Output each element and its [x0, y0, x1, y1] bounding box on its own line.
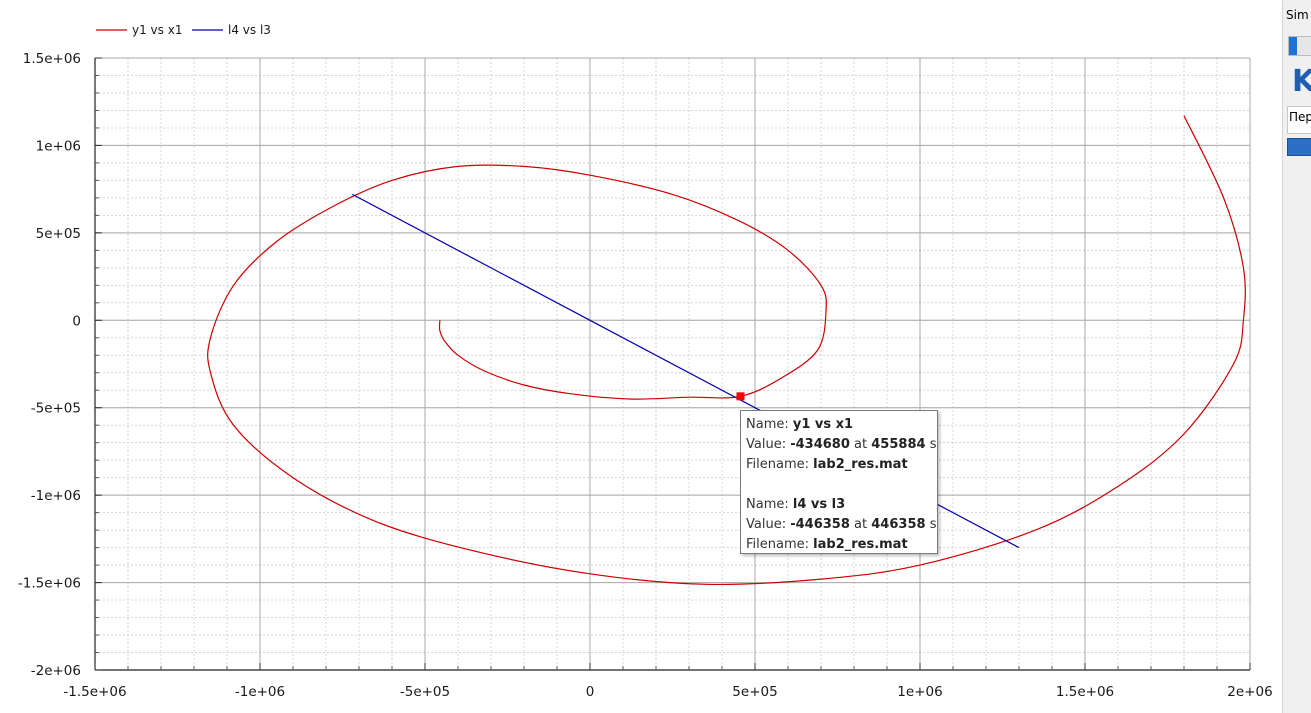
tooltip-at-label: at: [854, 437, 868, 452]
y-tick-label: -1e+06: [31, 488, 81, 504]
axis-frame: [94, 58, 1250, 671]
tooltip-filename-row: Filename: lab2_res.mat: [746, 455, 932, 475]
tooltip-name-label: Name:: [746, 417, 789, 432]
tooltip-time-value: 455884: [871, 437, 926, 452]
tooltip-name-row: Name: y1 vs x1: [746, 415, 932, 435]
y-axis-tick-labels: -2e+06 -1.5e+06 -1e+06 -5e+05 0 5e+05 1e+06 1.5…: [18, 51, 81, 679]
tooltip-name-value: y1 vs x1: [792, 417, 854, 432]
y-tick-label: 1e+06: [36, 138, 81, 154]
x-tick-label: 1e+06: [897, 684, 942, 700]
y-tick-label: -2e+06: [31, 663, 81, 679]
series-line-y1-vs-x1: [207, 115, 1246, 586]
tooltip-value: -434680: [790, 437, 850, 452]
variables-field-label: Пер: [1289, 110, 1311, 124]
tooltip-value-label: Value:: [746, 437, 787, 452]
y-tick-label: -5e+05: [31, 401, 81, 417]
y-tick-label: 5e+05: [36, 226, 81, 242]
tooltip-value-row: Value: -434680 at 455884 s: [746, 435, 936, 455]
tooltip-value-row: Value: -446358 at 446358 s: [746, 515, 936, 535]
tooltip-name-row: Name: l4 vs l3: [746, 495, 932, 515]
progress-fill: [1289, 37, 1297, 55]
x-axis-tick-labels: -1.5e+06 -1e+06 -5e+05 0 5e+05 1e+06 1.5e+06 2e…: [63, 684, 1272, 700]
app-logo-icon: K: [1292, 64, 1311, 99]
plot-window[interactable]: -1.5e+06 -1e+06 -5e+05 0 5e+05 1e+06 1.5e+06 2e…: [0, 0, 1283, 713]
simulation-tab[interactable]: Sim: [1286, 8, 1309, 22]
x-tick-label: -1e+06: [235, 684, 285, 700]
tree-item-selected[interactable]: [1287, 138, 1311, 156]
tooltip-filename-value: lab2_res.mat: [813, 457, 908, 472]
tooltip-value-label: Value:: [746, 517, 787, 532]
tooltip-time-value: 446358: [871, 517, 926, 532]
tooltip-name-value: l4 vs l3: [792, 497, 846, 512]
y-tick-label: 1.5e+06: [23, 51, 81, 67]
x-tick-label: 1.5e+06: [1056, 684, 1114, 700]
tooltip-unit: s: [929, 517, 937, 532]
x-tick-label: 0: [586, 684, 595, 700]
x-tick-label: -1.5e+06: [63, 684, 126, 700]
tooltip-value: -446358: [790, 517, 850, 532]
simulation-progress-bar: [1288, 36, 1311, 56]
tooltip-unit: s: [929, 437, 937, 452]
legend-label-l4-vs-l3: l4 vs l3: [228, 23, 271, 37]
data-point-marker: [736, 392, 745, 401]
tooltip-filename-row: Filename: lab2_res.mat: [746, 535, 932, 555]
variables-field[interactable]: [1287, 106, 1311, 134]
data-tooltip: Name: y1 vs x1 Value: -434680 at 455884 …: [740, 410, 938, 554]
series-layer: [207, 115, 1246, 586]
tooltip-at-label: at: [854, 517, 868, 532]
plot-canvas[interactable]: -1.5e+06 -1e+06 -5e+05 0 5e+05 1e+06 1.5e+06 2e…: [0, 0, 1282, 713]
legend-label-y1-vs-x1: y1 vs x1: [132, 23, 182, 37]
y-tick-label: 0: [72, 313, 81, 329]
legend[interactable]: y1 vs x1 l4 vs l3: [96, 23, 271, 37]
side-panel: Sim K Пер: [1283, 0, 1311, 713]
axis-ticks: [94, 57, 1251, 671]
tooltip-filename-value: lab2_res.mat: [813, 537, 908, 552]
tooltip-filename-label: Filename:: [746, 537, 810, 552]
marker-layer: [736, 392, 745, 401]
tooltip-name-label: Name:: [746, 497, 789, 512]
y-tick-label: -1.5e+06: [18, 576, 81, 592]
x-tick-label: -5e+05: [400, 684, 450, 700]
x-tick-label: 2e+06: [1227, 684, 1272, 700]
x-tick-label: 5e+05: [732, 684, 777, 700]
tooltip-spacer: [746, 475, 932, 495]
tooltip-filename-label: Filename:: [746, 457, 810, 472]
